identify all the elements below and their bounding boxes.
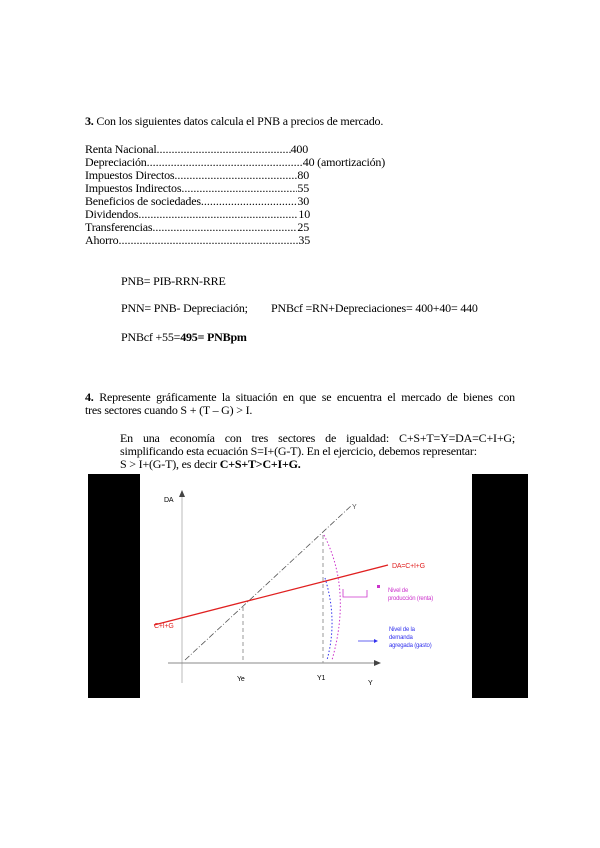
x-axis-arrow-icon xyxy=(374,660,381,666)
answer-line-2: simplificando esta ecuación S=I+(G-T). E… xyxy=(120,444,477,458)
economy-diagram: DA Y DA=C+I+G C+I+G Ye Y1 Y Nivel de pro… xyxy=(88,474,528,698)
list-item: Transferencias25 xyxy=(85,221,309,234)
x-axis-label: Y xyxy=(368,680,373,687)
list-item: Renta Nacional400 xyxy=(85,143,308,156)
list-item: Depreciación40 (amortización) xyxy=(85,156,385,169)
ye-label: Ye xyxy=(237,676,245,683)
line-45-degree xyxy=(184,504,353,661)
left-black-bar xyxy=(88,474,140,698)
production-brace xyxy=(323,534,341,661)
production-label-2: producción (renta) xyxy=(388,596,433,602)
right-black-bar xyxy=(472,474,528,698)
exercise-3-heading: 3. Con los siguientes datos calcula el P… xyxy=(85,114,384,128)
production-label-1: Nivel de xyxy=(388,588,409,594)
demand-label-1: Nivel de la xyxy=(389,627,416,633)
da-line-label: DA=C+I+G xyxy=(392,563,425,570)
intercept-label: C+I+G xyxy=(154,623,174,630)
list-item: Impuestos Directos80 xyxy=(85,169,309,182)
formula-pnbpm: PNBcf +55=495= PNBpm xyxy=(121,330,247,344)
list-item: Beneficios de sociedades30 xyxy=(85,195,309,208)
formula-pnn: PNN= PNB- Depreciación; xyxy=(121,301,248,315)
answer-line-3: S > I+(G-T), es decir C+S+T>C+I+G. xyxy=(120,457,301,471)
da-line xyxy=(153,564,389,626)
demand-brace xyxy=(324,577,333,661)
list-item: Ahorro35 xyxy=(85,234,310,247)
exercise-4-heading-line2: tres sectores cuando S + (T – G) > I. xyxy=(85,403,253,417)
y-axis-arrow-icon xyxy=(179,490,185,497)
production-bracket xyxy=(342,589,368,598)
formula-pnb: PNB= PIB-RRN-RRE xyxy=(121,274,226,288)
production-bullet-icon xyxy=(377,585,380,588)
formula-pnbcf: PNBcf =RN+Depreciaciones= 400+40= 440 xyxy=(271,301,478,315)
answer-line-1: En una economía con tres sectores de igu… xyxy=(120,431,515,445)
y-axis-label: DA xyxy=(164,497,174,504)
exercise-4-heading: 4. Represente gráficamente la situación … xyxy=(85,390,515,404)
list-item: Dividendos10 xyxy=(85,208,310,221)
demand-label-3: agregada (gasto) xyxy=(389,643,432,649)
list-item: Impuestos Indirectos55 xyxy=(85,182,309,195)
demand-label-2: demanda xyxy=(389,635,413,641)
line-45-label: Y xyxy=(352,504,357,511)
y1-label: Y1 xyxy=(317,675,325,682)
